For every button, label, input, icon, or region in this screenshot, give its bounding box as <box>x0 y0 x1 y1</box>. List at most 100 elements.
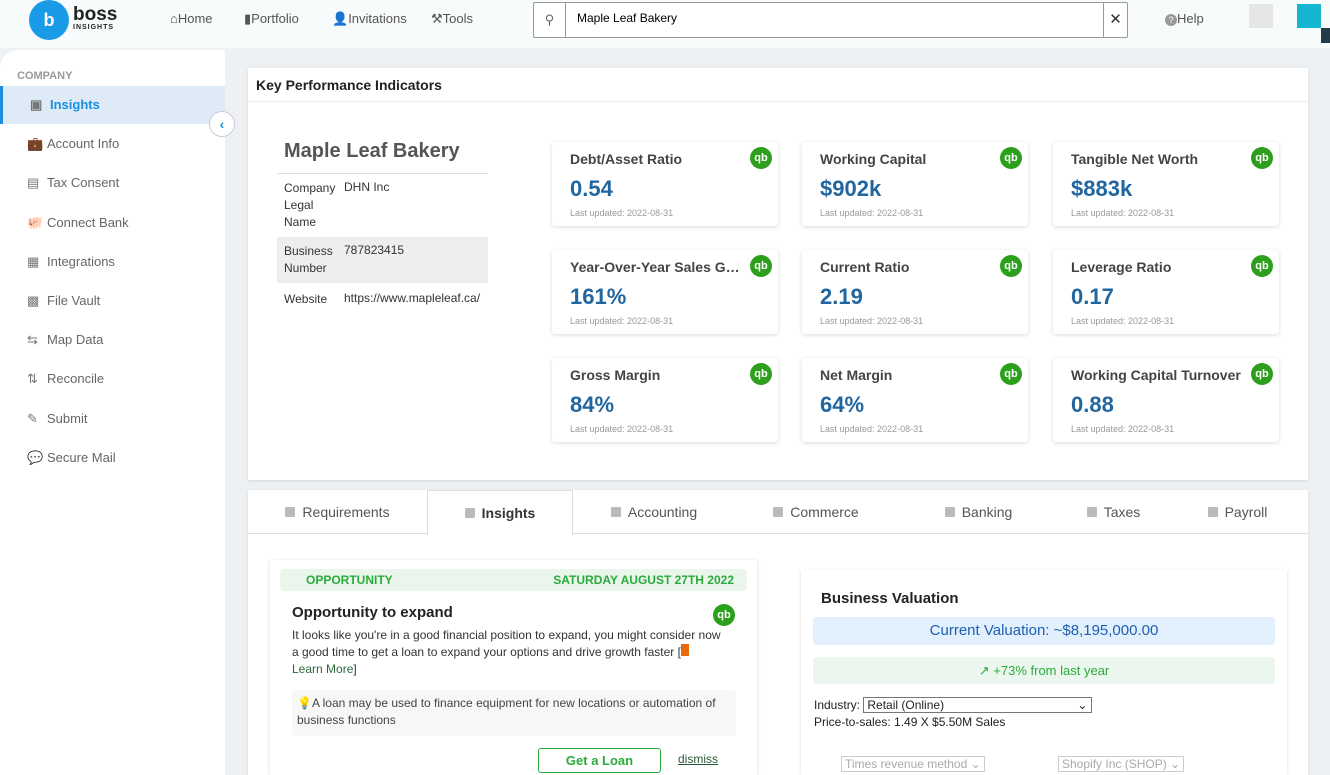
sidebar-item-map-data[interactable]: ⇆ Map Data <box>0 321 225 359</box>
growth-text: +73% from last year <box>993 663 1110 678</box>
price-to-sales: Price-to-sales: 1.49 X $5.50M Sales <box>814 715 1006 729</box>
sidebar-item-file-vault[interactable]: ▩ File Vault <box>0 282 225 320</box>
sidebar-item-account-info[interactable]: 💼 Account Info <box>0 125 225 163</box>
kpi-tile[interactable]: Tangible Net Worth qb $883k Last updated: 2… <box>1053 142 1279 226</box>
sidebar-item-label: Map Data <box>47 332 104 348</box>
kpi-tile[interactable]: Net Margin qb 64% Last updated: 2022-08-31 <box>802 358 1028 442</box>
kpi-tile-title: Tangible Net Worth <box>1071 151 1199 167</box>
sidebar-item-reconcile[interactable]: ⇅ Reconcile <box>0 360 225 398</box>
sidebar-item-label: Integrations <box>47 253 115 269</box>
kpi-tile-updated: Last updated: 2022-08-31 <box>1071 424 1175 434</box>
sidebar-item-connect-bank[interactable]: 🐖 Connect Bank <box>0 204 225 242</box>
nav-invitations[interactable]: 👤Invitations <box>332 11 407 27</box>
growth-banner: ↗ +73% from last year <box>813 657 1275 684</box>
tab-checkbox-icon <box>773 507 784 517</box>
sidebar-item-label: File Vault <box>47 293 101 308</box>
top-header: b boss INSIGHTS ⌂Home ▮Portfolio 👤Invitat… <box>0 0 1330 48</box>
info-value[interactable]: https://www.mapleleaf.ca/ <box>344 291 481 305</box>
sidebar-item-submit[interactable]: ✎ Submit <box>0 400 225 438</box>
sidebar-item-label: Insights <box>50 97 100 112</box>
sidebar-item-secure-mail[interactable]: 💬 Secure Mail <box>0 439 225 477</box>
tip-text: A loan may be used to finance equipment … <box>297 696 716 727</box>
sidebar-item-label: Connect Bank <box>47 214 129 230</box>
sidebar-item-insights[interactable]: ▣ Insights <box>0 86 225 124</box>
collapse-sidebar-button[interactable]: ‹ <box>209 111 235 137</box>
clear-search-icon[interactable]: ✕ <box>1103 3 1127 37</box>
kpi-tile[interactable]: Leverage Ratio qb 0.17 Last updated: 2022-0… <box>1053 250 1279 334</box>
kpi-tile-value: 0.54 <box>570 176 613 201</box>
valuation-title: Business Valuation <box>821 590 959 607</box>
help-icon: ? <box>1165 14 1177 26</box>
opportunity-date: SATURDAY AUGUST 27TH 2022 <box>553 573 734 587</box>
kpi-tile[interactable]: Year-Over-Year Sales Growth qb 161% Last up… <box>552 250 778 334</box>
opportunity-card: OPPORTUNITY SATURDAY AUGUST 27TH 2022 Op… <box>270 560 757 775</box>
quickbooks-icon: qb <box>1000 363 1022 385</box>
quickbooks-icon: qb <box>1000 147 1022 169</box>
logo-mug-icon[interactable]: b <box>29 0 69 40</box>
user-avatar[interactable] <box>1249 4 1273 28</box>
bracket-close: ] <box>353 662 357 676</box>
kpi-tile-updated: Last updated: 2022-08-31 <box>820 424 924 434</box>
kpi-tile-value: $902k <box>820 176 882 201</box>
tab-commerce[interactable]: Commerce <box>735 490 897 534</box>
sidebar-item-integrations[interactable]: ▦ Integrations <box>0 243 225 281</box>
kpi-tile[interactable]: Gross Margin qb 84% Last updated: 2022-08-3… <box>552 358 778 442</box>
tab-checkbox-icon <box>1207 507 1218 517</box>
kpi-tile-updated: Last updated: 2022-08-31 <box>820 208 924 218</box>
tab-accounting[interactable]: Accounting <box>573 490 735 534</box>
business-valuation-card: Business Valuation Current Valuation: ~$… <box>801 570 1287 775</box>
tab-label: Payroll <box>1224 504 1268 520</box>
kpi-tile-value: 161% <box>570 284 627 309</box>
comparable-select[interactable]: Shopify Inc (SHOP) ⌄ <box>1058 756 1185 772</box>
tab-taxes[interactable]: Taxes <box>1060 490 1167 534</box>
tip-box: 💡A loan may be used to finance equipment… <box>292 690 736 736</box>
nav-portfolio[interactable]: ▮Portfolio <box>244 11 299 27</box>
kpi-tile-value: 0.88 <box>1071 392 1114 417</box>
quickbooks-icon: qb <box>1000 255 1022 277</box>
kpi-tile-updated: Last updated: 2022-08-31 <box>820 316 924 326</box>
tab-checkbox-icon <box>610 507 621 517</box>
nav-portfolio-label: Portfolio <box>251 11 299 26</box>
method-value: Times revenue method <box>845 757 968 771</box>
tab-insights[interactable]: Insights <box>427 490 573 535</box>
method-select[interactable]: Times revenue method ⌄ <box>841 756 985 772</box>
sidebar-item-tax-consent[interactable]: ▤ Tax Consent <box>0 164 225 202</box>
insights-icon: ▣ <box>30 97 43 112</box>
kpi-tile-title: Debt/Asset Ratio <box>570 151 683 167</box>
kpi-tile[interactable]: Current Ratio qb 2.19 Last updated: 2022-08… <box>802 250 1028 334</box>
kpi-tile-updated: Last updated: 2022-08-31 <box>1071 208 1175 218</box>
submit-icon: ✎ <box>27 410 38 426</box>
search-icon[interactable]: ⚲ <box>534 3 566 37</box>
add-user-icon: 👤 <box>332 11 349 26</box>
opportunity-body: It looks like you're in a good financial… <box>292 627 722 678</box>
kpi-tile[interactable]: Working Capital Turnover qb 0.88 Last updat… <box>1053 358 1279 442</box>
tab-label: Insights <box>481 505 536 521</box>
tab-banking[interactable]: Banking <box>897 490 1060 534</box>
industry-select[interactable]: Retail (Online) ⌄ <box>863 697 1093 713</box>
learn-more-link[interactable]: Learn More <box>292 662 354 676</box>
lightbulb-icon: 💡 <box>297 696 312 710</box>
kpi-tile-updated: Last updated: 2022-08-31 <box>570 316 674 326</box>
tab-payroll[interactable]: Payroll <box>1167 490 1308 534</box>
opportunity-label: OPPORTUNITY <box>306 573 393 587</box>
kpi-tile-title: Gross Margin <box>570 367 661 383</box>
get-loan-button[interactable]: Get a Loan <box>538 748 661 773</box>
app-badge-icon[interactable] <box>1297 4 1321 28</box>
quickbooks-icon: qb <box>750 363 772 385</box>
kpi-tile-updated: Last updated: 2022-08-31 <box>570 424 674 434</box>
tab-label: Requirements <box>302 504 390 520</box>
sidebar-item-label: Account Info <box>47 136 120 152</box>
nav-tools[interactable]: ⚒Tools <box>431 11 473 27</box>
help-link[interactable]: ? Help <box>1165 11 1204 26</box>
kpi-tile[interactable]: Debt/Asset Ratio qb 0.54 Last updated: 2022… <box>552 142 778 226</box>
kpi-tile[interactable]: Working Capital qb $902k Last updated: 2022… <box>802 142 1028 226</box>
opportunity-text: It looks like you're in a good financial… <box>292 628 721 659</box>
info-key: Business Number <box>284 244 333 275</box>
nav-home[interactable]: ⌂Home <box>170 11 213 26</box>
company-search: ⚲ ✕ <box>533 2 1128 38</box>
briefcase-icon: 💼 <box>27 136 44 152</box>
dismiss-link[interactable]: dismiss <box>678 752 719 766</box>
tab-requirements[interactable]: Requirements <box>248 490 427 534</box>
nav-home-label: Home <box>177 11 213 26</box>
search-input[interactable] <box>577 11 1077 25</box>
